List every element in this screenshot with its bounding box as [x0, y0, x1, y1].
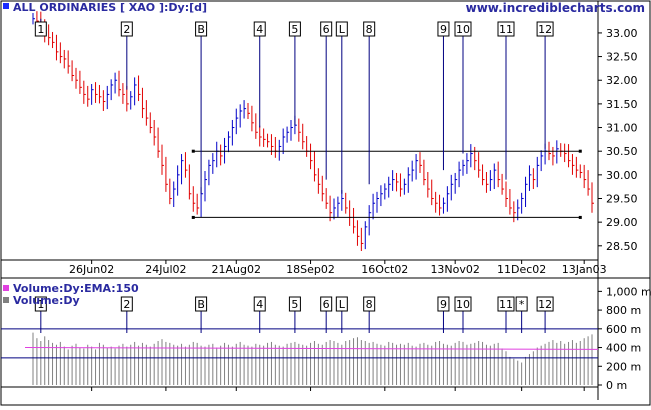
- marker-box: [253, 21, 266, 37]
- marker-box: [363, 21, 376, 37]
- marker-box: [536, 21, 554, 37]
- marker-box: [320, 21, 333, 37]
- event-markers: 1 2 B 4 5 6 L 8 9 10 11 12: [34, 18, 554, 194]
- price-title-bullet: [3, 3, 9, 9]
- volume-marker-box: [120, 296, 133, 312]
- marker-label: 4: [256, 23, 263, 36]
- volume-marker-box: [335, 296, 348, 312]
- volume-marker-box: [454, 296, 472, 312]
- price-x-tick-label: 11Dec02: [497, 263, 546, 276]
- price-x-tick-label: 13Nov02: [430, 263, 479, 276]
- volume-marker-label: 11: [499, 298, 513, 311]
- volume-marker-box: [34, 296, 47, 312]
- marker-box: [335, 21, 348, 37]
- marker-box: [195, 21, 208, 37]
- volume-marker-label: *: [519, 298, 525, 311]
- price-grid: 33.00 32.50 32.00 31.50 31.00 30.50 30.00 29.50…: [69, 27, 638, 391]
- marker-label: 12: [538, 23, 552, 36]
- price-y-tick-label: 31.50: [606, 98, 638, 111]
- volume-marker-label: 10: [456, 298, 470, 311]
- marker-box: [497, 21, 515, 37]
- volume-marker-box: [253, 296, 266, 312]
- volume-marker-box: [320, 296, 333, 312]
- price-y-tick-label: 30.00: [606, 169, 638, 182]
- volume-marker-box: [195, 296, 208, 312]
- price-y-tick-label: 32.00: [606, 74, 638, 87]
- volume-marker-label: 6: [323, 298, 330, 311]
- trend-line-end: [578, 215, 582, 219]
- volume-marker-label: 2: [123, 298, 130, 311]
- trend-line-end: [578, 149, 582, 153]
- marker-label: B: [197, 23, 205, 36]
- volume-marker-label: 1: [37, 298, 44, 311]
- support-resistance-lines: [191, 149, 582, 219]
- volume-marker-box: [437, 296, 450, 312]
- ema-legend-label: Volume:Dy:EMA:150: [13, 282, 139, 295]
- marker-label: 2: [123, 23, 130, 36]
- price-x-tick-label: 16Oct02: [361, 263, 408, 276]
- volume-marker-box: [515, 296, 528, 312]
- price-x-tick-label: 24Jul02: [145, 263, 186, 276]
- volume-marker-label: 8: [366, 298, 373, 311]
- marker-box: [120, 21, 133, 37]
- chart-labels: ALL ORDINARIES [ XAO ]:Dy:[d] www.incred…: [3, 1, 645, 307]
- marker-box: [454, 21, 472, 37]
- volume-marker-box: [497, 296, 515, 312]
- volume-marker-label: 5: [291, 298, 298, 311]
- volume-marker-label: 4: [256, 298, 263, 311]
- volume-legend-label: Volume:Dy: [13, 294, 80, 307]
- volume-marker-box: [536, 296, 554, 312]
- volume-legend-bullet: [3, 297, 9, 303]
- price-bars: [32, 11, 594, 252]
- price-title: ALL ORDINARIES [ XAO ]:Dy:[d]: [13, 1, 207, 14]
- price-y-tick-label: 29.50: [606, 193, 638, 206]
- marker-label: 1: [37, 23, 44, 36]
- volume-ema-line: [24, 347, 599, 350]
- marker-label: 9: [440, 23, 447, 36]
- marker-label: 8: [366, 23, 373, 36]
- ema-legend-bullet: [3, 285, 9, 291]
- volume-marker-box: [288, 296, 301, 312]
- marker-box: [34, 21, 47, 37]
- marker-label: 11: [499, 23, 513, 36]
- marker-label: L: [339, 23, 346, 36]
- marker-label: 10: [456, 23, 470, 36]
- volume-y-tick-label: 600 m: [606, 323, 641, 336]
- volume-marker-label: L: [339, 298, 346, 311]
- price-x-tick-label: 18Sep02: [286, 263, 335, 276]
- price-y-tick-label: 29.00: [606, 216, 638, 229]
- volume-marker-box: [363, 296, 376, 312]
- price-x-tick-label: 13Jan03: [562, 263, 607, 276]
- volume-y-tick-label: 800 m: [606, 304, 641, 317]
- volume-marker-label: 9: [440, 298, 447, 311]
- volume-y-tick-label: 1,000 m: [606, 285, 651, 298]
- trend-line-end: [191, 215, 195, 219]
- volume-y-tick-label: 200 m: [606, 360, 641, 373]
- marker-box: [288, 21, 301, 37]
- marker-label: 6: [323, 23, 330, 36]
- price-x-tick-label: 26Jun02: [69, 263, 114, 276]
- price-y-tick-label: 28.50: [606, 240, 638, 253]
- price-y-tick-label: 30.50: [606, 145, 638, 158]
- trend-line-end: [191, 149, 195, 153]
- price-y-tick-label: 32.50: [606, 51, 638, 64]
- volume-y-tick-label: 0 m: [606, 379, 627, 392]
- volume-y-tick-label: 400 m: [606, 342, 641, 355]
- price-x-tick-label: 21Aug02: [212, 263, 261, 276]
- volume-bars: 1,000 m 800 m 600 m 400 m 200 m 0 m: [32, 285, 651, 392]
- marker-label: 5: [291, 23, 298, 36]
- volume-marker-label: 12: [538, 298, 552, 311]
- price-y-tick-label: 31.00: [606, 122, 638, 135]
- volume-lines: 1 2 B 4 5 6 L 8 9 10 11 * 12: [1, 296, 599, 359]
- volume-marker-label: B: [197, 298, 205, 311]
- marker-box: [437, 21, 450, 37]
- site-label[interactable]: www.incrediblecharts.com: [466, 1, 645, 15]
- price-y-tick-label: 33.00: [606, 27, 638, 40]
